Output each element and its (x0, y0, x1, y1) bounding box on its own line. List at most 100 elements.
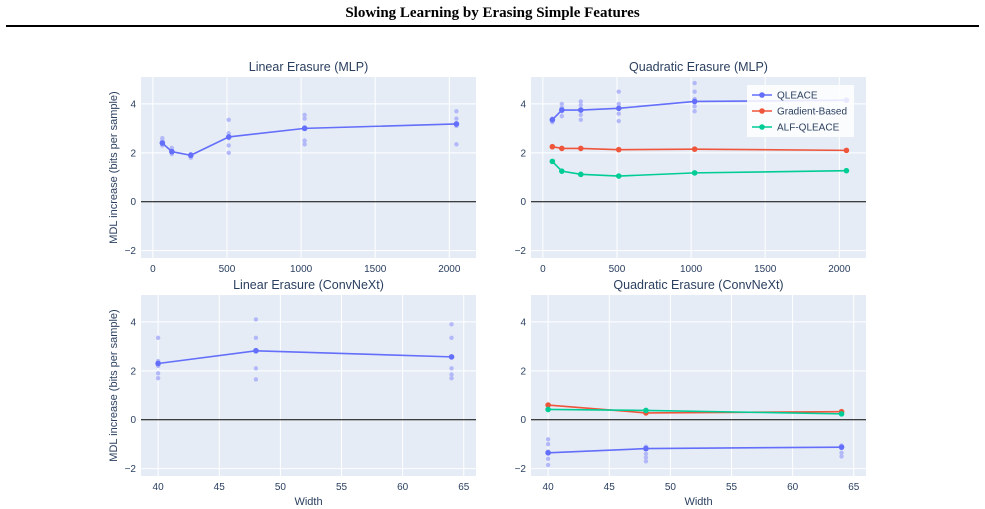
series-point (559, 145, 565, 152)
scatter-point (226, 117, 231, 123)
x-tick-label: 2000 (828, 264, 851, 275)
legend-entry: Gradient-Based (777, 107, 847, 118)
x-tick-label: 500 (219, 264, 236, 275)
series-point (301, 125, 308, 132)
scatter-point (616, 101, 621, 107)
scatter-point (616, 111, 621, 116)
scatter-point (454, 109, 459, 114)
scatter-point (578, 117, 584, 123)
plot-area (141, 295, 476, 476)
series-point (253, 347, 259, 354)
scatter-point (559, 101, 565, 107)
scatter-point (616, 118, 621, 124)
y-tick-label: −2 (515, 246, 527, 257)
x-tick-label: 60 (787, 482, 799, 493)
scatter-point (449, 372, 454, 377)
scatter-point (253, 377, 259, 382)
legend-marker (759, 92, 765, 98)
legend-marker (759, 108, 765, 114)
panel-title: Quadratic Erasure (MLP) (629, 60, 768, 74)
scatter-point (155, 375, 161, 381)
series-point (691, 170, 698, 176)
x-tick-label: 0 (540, 264, 546, 275)
series-point (549, 117, 556, 123)
series-point (615, 105, 622, 112)
scatter-point (155, 371, 161, 376)
series-point (691, 146, 698, 152)
scatter-point (578, 99, 584, 104)
scatter-point (302, 112, 307, 118)
y-tick-label: 0 (130, 415, 136, 426)
x-tick-label: 65 (848, 482, 860, 493)
x-axis-label: Width (294, 496, 322, 508)
y-tick-label: 4 (130, 317, 136, 328)
scatter-point (449, 322, 454, 327)
series-point (838, 444, 845, 450)
plot-area (531, 295, 866, 476)
x-tick-label: 60 (397, 482, 409, 493)
scatter-point (302, 116, 307, 121)
scatter-point (454, 116, 459, 121)
x-tick-label: 55 (336, 482, 348, 493)
y-axis-label: MDL increase (bits per sample) (108, 91, 120, 243)
series-point (691, 98, 698, 105)
x-axis-label: Width (684, 496, 712, 508)
figure-title: Slowing Learning by Erasing Simple Featu… (345, 5, 640, 21)
scatter-point (226, 150, 231, 156)
scatter-point (253, 317, 259, 322)
x-tick-label: 1000 (680, 264, 703, 275)
x-tick-label: 40 (153, 482, 165, 493)
scatter-point (449, 375, 454, 381)
legend-entry: QLEACE (777, 91, 818, 102)
y-axis-label: MDL increase (bits per sample) (108, 309, 120, 461)
series-point (159, 140, 166, 146)
y-tick-label: 2 (130, 366, 136, 377)
series-point (545, 406, 551, 413)
panel-title: Linear Erasure (ConvNeXt) (233, 278, 384, 292)
series-point (225, 134, 232, 140)
scatter-point (545, 437, 551, 442)
scatter-point (692, 80, 697, 86)
y-tick-label: −2 (125, 246, 137, 257)
scatter-point (692, 104, 697, 109)
x-tick-label: 40 (543, 482, 555, 493)
panel-0: 0 500 1000 1500 2000 −2 0 2 4 Linear Erasure (MLP… (108, 60, 476, 275)
x-tick-label: 65 (458, 482, 470, 493)
x-tick-label: 1500 (754, 264, 777, 275)
series-point (453, 121, 460, 127)
series-point (549, 158, 556, 165)
y-tick-label: 4 (520, 99, 526, 110)
series-point (843, 147, 850, 154)
scatter-point (616, 89, 621, 94)
series-point (188, 152, 194, 159)
series-point (843, 167, 850, 174)
scatter-point (449, 366, 454, 371)
x-tick-label: 45 (604, 482, 616, 493)
scatter-point (692, 109, 697, 114)
series-point (559, 168, 565, 174)
x-tick-label: 55 (726, 482, 738, 493)
y-tick-label: 0 (520, 197, 526, 208)
series-point (578, 145, 584, 152)
scatter-point (643, 451, 649, 457)
scatter-point (454, 142, 459, 147)
scatter-point (226, 143, 231, 148)
scatter-point (302, 138, 307, 143)
x-tick-label: 0 (150, 264, 156, 275)
series-point (155, 360, 161, 367)
x-tick-label: 2000 (438, 264, 461, 275)
y-tick-label: 0 (520, 415, 526, 426)
legend: QLEACE Gradient-Based ALF-QLEACE (747, 85, 854, 137)
legend-marker (759, 124, 765, 130)
series-point (615, 146, 622, 153)
series-point (643, 407, 649, 414)
series-point (169, 148, 175, 155)
x-tick-label: 1000 (290, 264, 313, 275)
scatter-point (449, 335, 454, 341)
y-tick-label: 2 (520, 366, 526, 377)
panel-title: Linear Erasure (MLP) (249, 60, 369, 74)
scatter-point (545, 442, 551, 447)
scatter-point (839, 450, 844, 455)
series-point (643, 445, 649, 452)
